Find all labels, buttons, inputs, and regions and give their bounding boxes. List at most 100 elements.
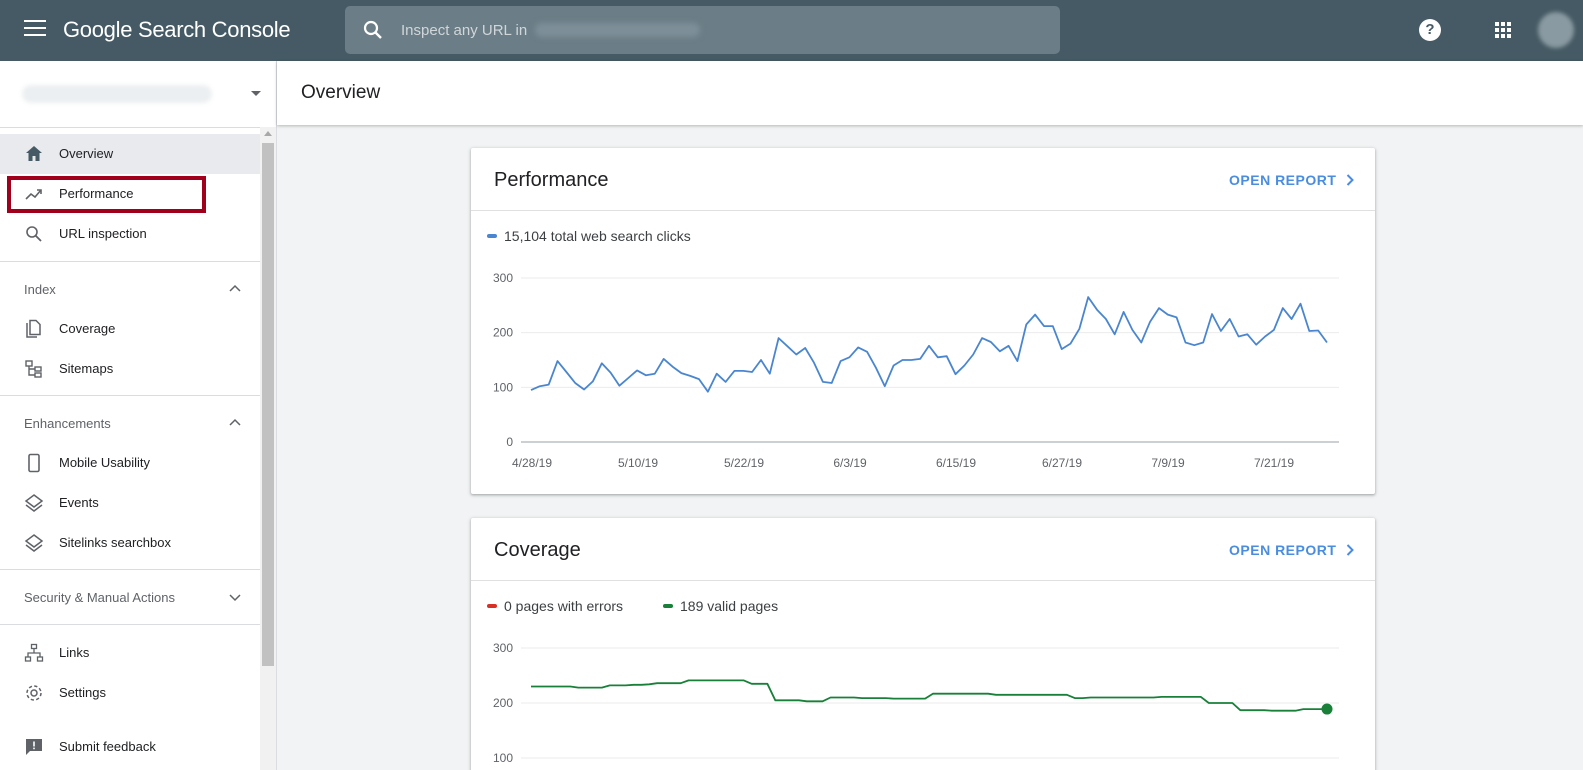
- sidebar-item-label: Performance: [59, 186, 134, 201]
- chevron-right-icon: [1347, 174, 1355, 186]
- sidebar-item-label: URL inspection: [59, 226, 147, 241]
- chevron-down-icon: [229, 594, 241, 602]
- home-icon: [26, 146, 42, 161]
- series-line: [531, 679, 1327, 712]
- sidebar-item-label: Sitelinks searchbox: [59, 535, 171, 550]
- performance-chart: 0 100 200 300 4/28/19 5/10/19 5/22/19 6/3/19 6/1…: [493, 271, 1339, 470]
- chart-legend-valid[interactable]: 189 valid pages: [663, 598, 778, 614]
- redacted-property-name: [535, 23, 700, 37]
- sidebar-item-links[interactable]: Links: [0, 633, 260, 673]
- top-app-bar: Google Search Console ?: [0, 0, 1583, 61]
- open-report-label: OPEN REPORT: [1229, 172, 1337, 188]
- sidebar-item-url-inspection[interactable]: URL inspection: [0, 214, 260, 254]
- file-copy-icon: [26, 319, 41, 338]
- property-selector[interactable]: [0, 61, 276, 127]
- section-label: Enhancements: [24, 416, 111, 431]
- x-tick-label: 7/9/19: [1151, 456, 1185, 470]
- card-title: Coverage: [494, 539, 581, 561]
- links-icon: [24, 643, 44, 662]
- account-avatar[interactable]: [1538, 12, 1574, 48]
- card-divider: [471, 580, 1375, 581]
- apps-grid-icon[interactable]: [1495, 22, 1512, 39]
- legend-swatch: [487, 604, 497, 608]
- url-inspection-search-bar[interactable]: [345, 6, 1060, 54]
- y-tick-label: 0: [506, 435, 513, 449]
- sidebar-item-coverage[interactable]: Coverage: [0, 309, 260, 349]
- search-icon: [26, 226, 42, 242]
- sitemap-icon: [25, 360, 42, 378]
- y-tick-label: 100: [493, 380, 513, 394]
- feedback-icon: [26, 739, 42, 755]
- y-tick-label: 200: [493, 696, 513, 710]
- sidebar: Overview Performance URL inspection Inde…: [0, 61, 277, 770]
- sidebar-item-performance[interactable]: Performance: [0, 174, 260, 214]
- open-report-button[interactable]: OPEN REPORT: [1229, 542, 1355, 558]
- legend-swatch: [487, 234, 497, 238]
- phone-icon: [28, 453, 40, 473]
- layers-icon: [24, 494, 44, 512]
- y-tick-label: 300: [493, 271, 513, 285]
- x-tick-label: 5/10/19: [618, 456, 658, 470]
- x-tick-label: 4/28/19: [512, 456, 552, 470]
- performance-card: Performance OPEN REPORT 15,104 total web…: [471, 148, 1375, 494]
- dropdown-caret-icon: [251, 91, 261, 96]
- chevron-up-icon: [229, 418, 241, 426]
- legend-label: 15,104 total web search clicks: [504, 228, 691, 244]
- sidebar-scrollbar[interactable]: [260, 127, 276, 770]
- gear-icon: [26, 685, 42, 701]
- section-label: Security & Manual Actions: [24, 590, 176, 605]
- page-header: Overview: [277, 61, 1583, 125]
- section-toggle-index[interactable]: Index: [0, 269, 260, 309]
- x-tick-label: 6/3/19: [833, 456, 867, 470]
- y-tick-label: 100: [493, 751, 513, 765]
- legend-swatch: [663, 604, 673, 608]
- x-tick-label: 6/15/19: [936, 456, 976, 470]
- x-tick-label: 5/22/19: [724, 456, 764, 470]
- search-icon: [363, 20, 382, 39]
- sidebar-item-mobile-usability[interactable]: Mobile Usability: [0, 443, 260, 483]
- chart-legend: 15,104 total web search clicks: [487, 228, 691, 244]
- card-divider: [471, 210, 1375, 211]
- open-report-button[interactable]: OPEN REPORT: [1229, 172, 1355, 188]
- layers-icon: [24, 534, 44, 552]
- scroll-up-arrow-icon[interactable]: [264, 131, 272, 136]
- sidebar-item-label: Settings: [59, 685, 106, 700]
- divider: [0, 569, 260, 570]
- divider: [0, 395, 260, 396]
- sidebar-item-label: Links: [59, 645, 90, 660]
- help-icon[interactable]: ?: [1419, 19, 1441, 41]
- search-input[interactable]: [401, 6, 531, 54]
- open-report-label: OPEN REPORT: [1229, 542, 1337, 558]
- page-title: Overview: [301, 82, 381, 103]
- sidebar-item-label: Submit feedback: [59, 739, 156, 754]
- hamburger-menu-icon[interactable]: [24, 20, 46, 40]
- coverage-card: Coverage OPEN REPORT 0 pages with errors…: [471, 518, 1375, 770]
- section-toggle-enhancements[interactable]: Enhancements: [0, 403, 260, 443]
- x-tick-label: 7/21/19: [1254, 456, 1294, 470]
- sidebar-item-settings[interactable]: Settings: [0, 673, 260, 713]
- sidebar-item-events[interactable]: Events: [0, 483, 260, 523]
- sidebar-item-label: Coverage: [59, 321, 116, 336]
- divider: [0, 261, 260, 262]
- trending-up-icon: [25, 189, 42, 200]
- sidebar-item-overview[interactable]: Overview: [0, 134, 260, 174]
- sidebar-item-label: Mobile Usability: [59, 455, 151, 470]
- chevron-right-icon: [1347, 544, 1355, 556]
- section-toggle-security[interactable]: Security & Manual Actions: [0, 577, 260, 617]
- redacted-property: [22, 85, 212, 103]
- sidebar-item-submit-feedback[interactable]: Submit feedback: [0, 727, 260, 767]
- card-title: Performance: [494, 169, 609, 191]
- sidebar-item-sitemaps[interactable]: Sitemaps: [0, 349, 260, 389]
- coverage-chart: 100 200 300: [493, 641, 1339, 765]
- legend-label: 0 pages with errors: [504, 598, 624, 614]
- series-end-point: [1321, 703, 1333, 715]
- legend-label: 189 valid pages: [680, 598, 779, 614]
- sidebar-item-sitelinks-searchbox[interactable]: Sitelinks searchbox: [0, 523, 260, 563]
- scrollbar-thumb[interactable]: [262, 143, 274, 666]
- chevron-up-icon: [229, 284, 241, 292]
- app-logo[interactable]: Google Search Console: [63, 17, 291, 42]
- divider: [0, 624, 260, 625]
- y-tick-label: 200: [493, 326, 513, 340]
- x-tick-label: 6/27/19: [1042, 456, 1082, 470]
- chart-legend-errors[interactable]: 0 pages with errors: [487, 598, 623, 614]
